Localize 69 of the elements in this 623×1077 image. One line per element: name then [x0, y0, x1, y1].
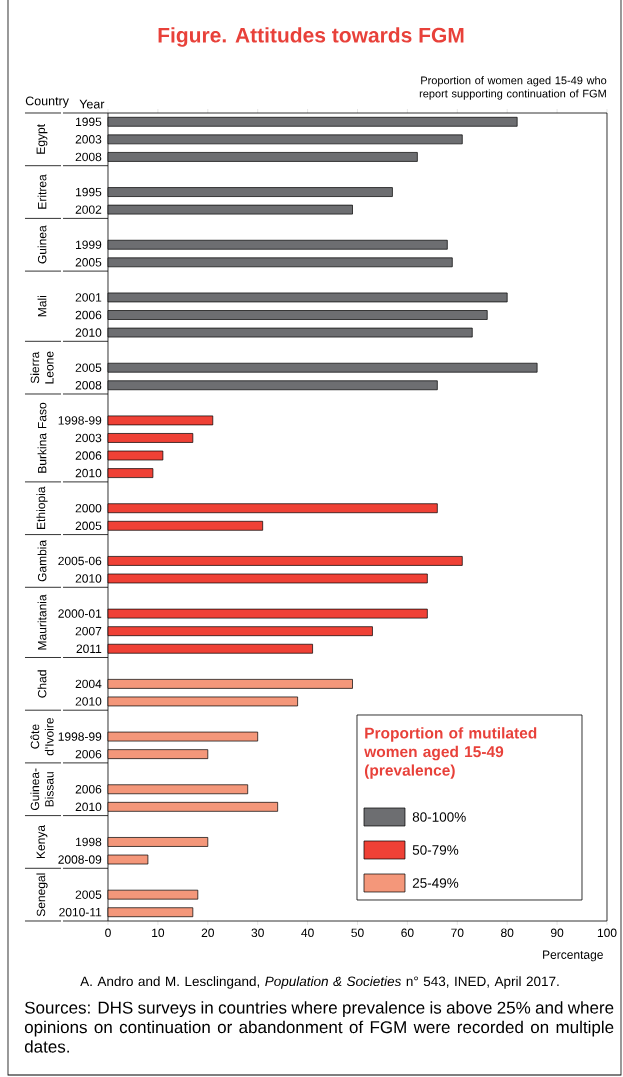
text: Egypt — [36, 124, 48, 154]
x-tick-label: 40 — [301, 928, 314, 938]
text: Mauritania — [37, 594, 47, 650]
text: Côte d'Ivoire — [30, 717, 54, 756]
y-tick-label: 2008-09 — [58, 855, 102, 864]
x-tick-label: 50 — [351, 928, 364, 938]
chart-title: Figure. Attitudes towards FGM — [158, 27, 464, 47]
y-tick-label: 2011 — [76, 644, 102, 653]
y-tick-label: 1998 — [76, 837, 102, 847]
y-tick-label: 1998-99 — [58, 732, 102, 741]
y-tick-label: 2000-01 — [58, 609, 102, 618]
text: Senegal — [36, 873, 48, 917]
y-tick-label: 2010 — [75, 574, 102, 583]
text: Gambia — [37, 539, 47, 582]
x-tick-label: 70 — [451, 928, 464, 938]
y-tick-label: 2008 — [75, 381, 102, 390]
x-tick-label: 80 — [501, 928, 514, 938]
y-tick-label: 2006 — [75, 749, 102, 759]
y-tick-label: 2000 — [75, 503, 102, 513]
y-tick-label: 2005-06 — [58, 556, 102, 566]
y-tick-label: 2001 — [75, 293, 102, 302]
legend-label: 50-79% — [412, 845, 459, 855]
x-tick-label: 90 — [550, 928, 564, 938]
y-tick-label: 2006 — [75, 785, 102, 794]
x-tick-label: 100 — [597, 928, 617, 938]
chart-subtitle: Proportion of women aged 15-49 who report supporting continuation of FGM — [419, 76, 607, 100]
y-tick-label: 2005 — [75, 890, 102, 899]
y-tick-label: 2003 — [75, 433, 102, 443]
y-tick-label: 1995 — [76, 187, 102, 197]
x-tick-label: 20 — [201, 928, 215, 938]
y-tick-label: 2010 — [75, 697, 102, 706]
y-tick-label: 2006 — [75, 451, 102, 460]
y-tick-label: 2010 — [75, 468, 102, 478]
y-tick-label: 1998-99 — [58, 416, 102, 425]
y-tick-label: 2008 — [75, 152, 102, 162]
y-tick-label: 2010 — [75, 802, 102, 812]
text: Ethiopia — [36, 486, 48, 529]
text: Mali — [37, 296, 47, 317]
y-tick-label: 2007 — [75, 626, 102, 636]
y-tick-label: 2003 — [75, 135, 102, 144]
y-axis-title: Year — [79, 99, 105, 109]
text: Kenya — [36, 824, 48, 859]
text: Burkina Faso — [37, 402, 47, 473]
legend-label: 25-49% — [412, 878, 459, 888]
text: Guinea — [37, 225, 47, 264]
x-tick-label: 30 — [251, 928, 264, 938]
y-tick-label: 2004 — [75, 679, 102, 689]
legend-label: 80-100% — [412, 812, 466, 822]
text: Sierra Leone — [30, 351, 54, 384]
y-tick-label: 2005 — [75, 363, 102, 372]
y-tick-label: 2005 — [75, 258, 102, 267]
y-tick-label: 1995 — [76, 117, 102, 127]
text: Guinea-Bissau — [30, 768, 54, 811]
source-note: Sources: DHS surveys in countries where prevalence is above 25% and where opinions on continuation or abandonment of FGM were recorded on multiple dates. — [24, 1001, 614, 1053]
y-tick-label: 1999 — [76, 240, 102, 249]
x-axis-title: Percentage — [543, 950, 603, 962]
x-tick-label: 60 — [401, 928, 414, 938]
legend-title: Proportion of mutilated women aged 15-49 (prevalence) — [364, 727, 537, 779]
text: Country — [25, 96, 69, 108]
text: Eritrea — [37, 174, 47, 209]
x-tick-label: 10 — [152, 928, 165, 938]
y-tick-label: 2010 — [75, 328, 102, 337]
text: Chad — [37, 670, 47, 698]
text: A. Andro and M. Lesclingand, Population & Societies n° 543, INED, April 2017. — [80, 976, 559, 989]
y-tick-label: 2002 — [75, 205, 102, 214]
y-tick-label: 2006 — [75, 310, 102, 320]
y-tick-label: 2005 — [75, 521, 102, 531]
y-tick-label: 2010-11 — [59, 907, 102, 917]
x-tick-label: 0 — [105, 928, 111, 938]
